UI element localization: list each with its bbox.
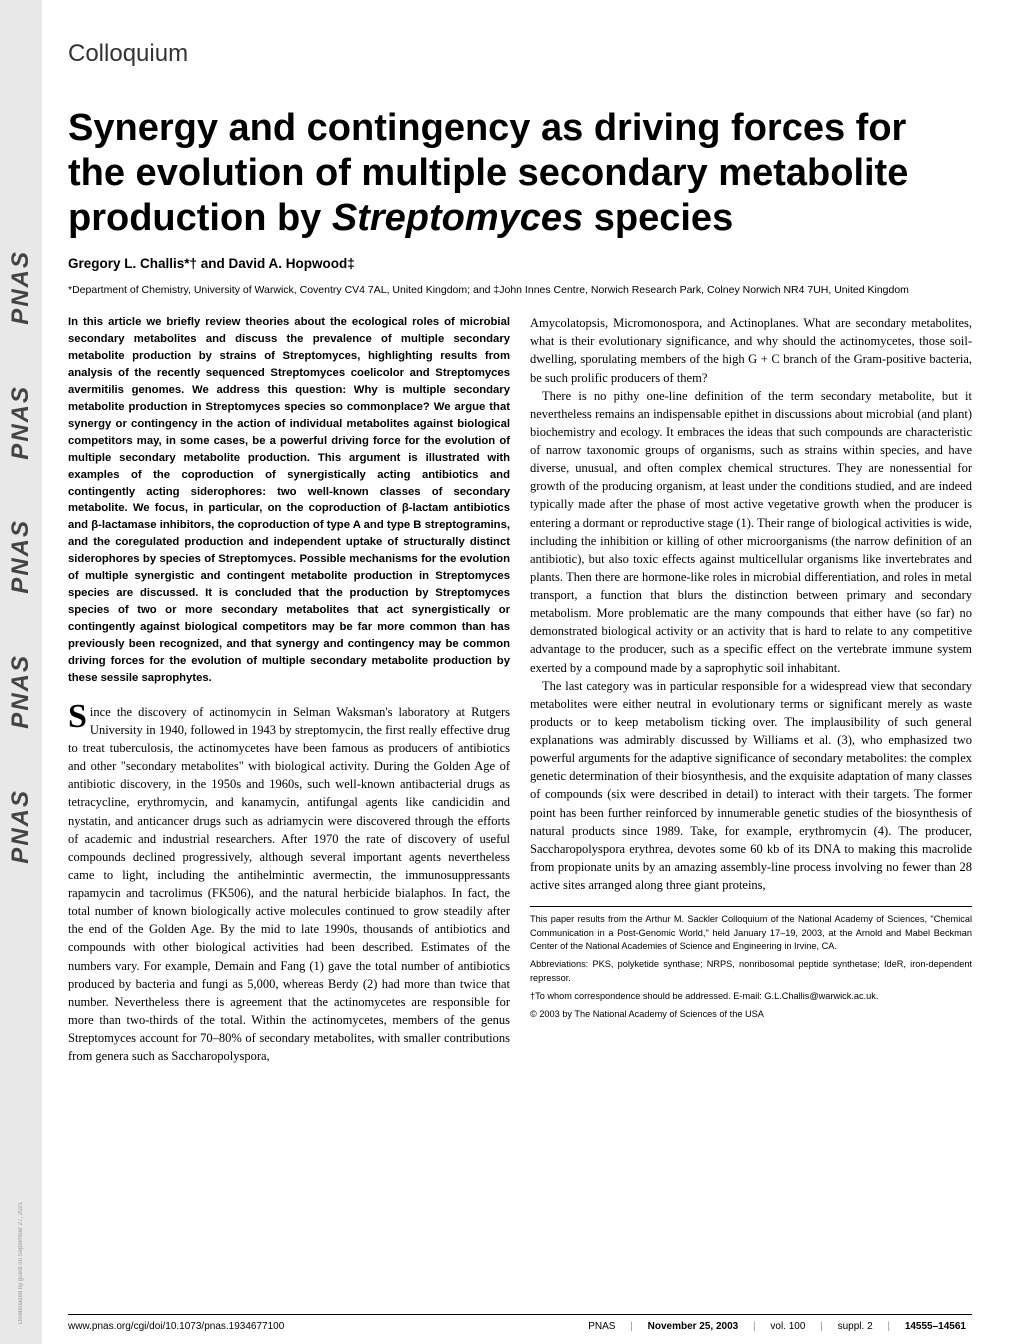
dropcap: S [68, 703, 90, 731]
fn-abbrev: Abbreviations: PKS, polyketide synthase;… [530, 958, 972, 985]
body-right-p3: The last category was in particular resp… [530, 677, 972, 895]
section-label: Colloquium [68, 40, 972, 68]
pnas-logo-4: PNAS [7, 654, 35, 729]
footer-sep-3: | [820, 1321, 823, 1332]
affiliations: *Department of Chemistry, University of … [68, 283, 972, 298]
title-species: Streptomyces [332, 197, 583, 239]
page-content: Colloquium Synergy and contingency as dr… [68, 40, 972, 1314]
footer-sep-2: | [753, 1321, 756, 1332]
pnas-logo-1: PNAS [7, 250, 35, 325]
title-post: species [583, 197, 733, 239]
two-column-layout: In this article we briefly review theori… [68, 314, 972, 1065]
footer-sep-1: | [630, 1321, 633, 1332]
footer-issue: suppl. 2 [838, 1321, 873, 1332]
body-right-p2: There is no pithy one-line definition of… [530, 387, 972, 677]
abstract: In this article we briefly review theori… [68, 314, 510, 687]
authors: Gregory L. Challis*† and David A. Hopwoo… [68, 256, 972, 271]
article-title: Synergy and contingency as driving force… [68, 106, 972, 240]
footer-sep-4: | [887, 1321, 890, 1332]
fn-source: This paper results from the Arthur M. Sa… [530, 913, 972, 953]
doi: www.pnas.org/cgi/doi/10.1073/pnas.193467… [68, 1321, 284, 1332]
footer-pages: 14555–14561 [905, 1321, 966, 1332]
pnas-logo-5: PNAS [7, 789, 35, 864]
body-right-p1: Amycolatopsis, Micromonospora, and Actin… [530, 314, 972, 387]
fn-corr: †To whom correspondence should be addres… [530, 990, 972, 1003]
fn-copyright: © 2003 by The National Academy of Scienc… [530, 1008, 972, 1021]
footer-volume: vol. 100 [770, 1321, 805, 1332]
right-column: Amycolatopsis, Micromonospora, and Actin… [530, 314, 972, 1065]
pnas-logo-2: PNAS [7, 385, 35, 460]
pnas-sidebar: PNAS PNAS PNAS PNAS PNAS Downloaded by g… [0, 0, 42, 1344]
body-left-text: ince the discovery of actinomycin in Sel… [68, 705, 510, 1063]
download-timestamp: Downloaded by guest on September 27, 202… [18, 1202, 24, 1324]
footer-journal: PNAS [588, 1321, 615, 1332]
intro-paragraph: Since the discovery of actinomycin in Se… [68, 703, 510, 1066]
footnotes: This paper results from the Arthur M. Sa… [530, 906, 972, 1021]
pnas-logo-3: PNAS [7, 519, 35, 594]
footer-date: November 25, 2003 [648, 1321, 739, 1332]
citation: PNAS | November 25, 2003 | vol. 100 | su… [582, 1321, 972, 1332]
left-column: In this article we briefly review theori… [68, 314, 510, 1065]
page-footer: www.pnas.org/cgi/doi/10.1073/pnas.193467… [68, 1314, 972, 1332]
